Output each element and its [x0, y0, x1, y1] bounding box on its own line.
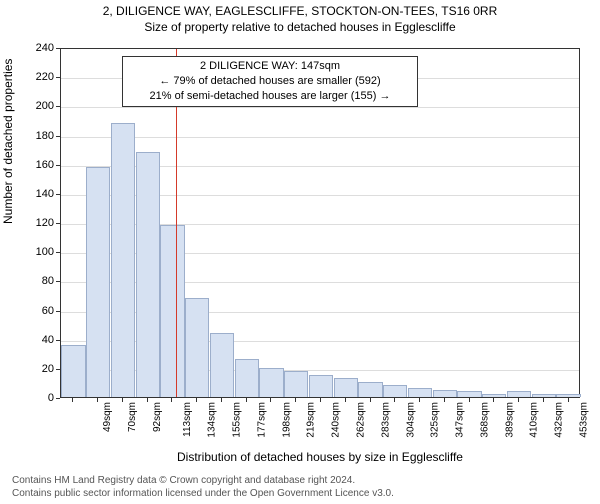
x-tick-label: 198sqm: [281, 402, 292, 438]
x-tick-mark: [469, 398, 470, 402]
x-tick-mark: [246, 398, 247, 402]
y-tick-label: 40: [42, 334, 54, 346]
chart-container: 2, DILIGENCE WAY, EAGLESCLIFFE, STOCKTON…: [0, 4, 600, 504]
histogram-bar: [457, 391, 481, 397]
annotation-line-1: 2 DILIGENCE WAY: 147sqm: [129, 59, 411, 74]
histogram-bar: [235, 359, 259, 397]
histogram-bar: [556, 394, 580, 397]
x-tick-mark: [147, 398, 148, 402]
x-axis-ticks: 49sqm 70sqm 92sqm 113sqm 134sqm 155sqm 177sqm 1…: [60, 398, 580, 458]
x-tick-mark: [543, 398, 544, 402]
histogram-bar: [482, 394, 506, 397]
y-tick-label: 220: [36, 71, 54, 83]
x-tick-label: 432sqm: [554, 402, 565, 438]
histogram-bar: [185, 298, 209, 397]
x-tick-label: 92sqm: [152, 402, 163, 432]
histogram-bar: [309, 375, 333, 397]
histogram-bar: [507, 391, 531, 397]
y-tick-label: 80: [42, 275, 54, 287]
annotation-box: 2 DILIGENCE WAY: 147sqm ← 79% of detache…: [122, 56, 418, 107]
x-tick-label: 134sqm: [207, 402, 218, 438]
y-tick-label: 100: [36, 246, 54, 258]
x-tick-label: 177sqm: [257, 402, 268, 438]
x-tick-mark: [419, 398, 420, 402]
y-tick-label: 180: [36, 130, 54, 142]
x-tick-mark: [444, 398, 445, 402]
x-tick-label: 304sqm: [405, 402, 416, 438]
x-tick-label: 410sqm: [529, 402, 540, 438]
x-tick-label: 70sqm: [127, 402, 138, 432]
x-tick-mark: [394, 398, 395, 402]
x-tick-mark: [171, 398, 172, 402]
histogram-bar: [61, 345, 85, 398]
annotation-line-3: 21% of semi-detached houses are larger (…: [129, 89, 411, 104]
histogram-bar: [111, 123, 135, 397]
histogram-bar: [334, 378, 358, 397]
x-tick-label: 155sqm: [232, 402, 243, 438]
page-subtitle: Size of property relative to detached ho…: [0, 20, 600, 34]
x-tick-label: 325sqm: [430, 402, 441, 438]
footer-attribution: Contains HM Land Registry data © Crown c…: [12, 475, 394, 500]
histogram-bar: [284, 371, 308, 397]
histogram-bar: [383, 385, 407, 397]
histogram-bar: [210, 333, 234, 397]
y-tick-label: 120: [36, 217, 54, 229]
histogram-bar: [259, 368, 283, 397]
x-tick-mark: [493, 398, 494, 402]
x-tick-label: 283sqm: [380, 402, 391, 438]
y-tick-label: 60: [42, 305, 54, 317]
x-tick-mark: [97, 398, 98, 402]
histogram-bar: [358, 382, 382, 397]
histogram-bar: [136, 152, 160, 397]
y-axis-ticks: 020406080100120140160180200220240: [0, 48, 58, 398]
x-tick-mark: [370, 398, 371, 402]
annotation-line-2: ← 79% of detached houses are smaller (59…: [129, 74, 411, 89]
x-tick-mark: [295, 398, 296, 402]
x-tick-label: 368sqm: [479, 402, 490, 438]
x-tick-mark: [518, 398, 519, 402]
y-tick-label: 0: [48, 392, 54, 404]
y-tick-label: 140: [36, 188, 54, 200]
x-tick-label: 219sqm: [306, 402, 317, 438]
x-tick-mark: [72, 398, 73, 402]
x-tick-label: 262sqm: [356, 402, 367, 438]
y-tick-label: 160: [36, 159, 54, 171]
histogram-bar: [408, 388, 432, 397]
x-tick-mark: [345, 398, 346, 402]
x-tick-mark: [320, 398, 321, 402]
x-tick-mark: [270, 398, 271, 402]
x-tick-mark: [221, 398, 222, 402]
y-tick-label: 20: [42, 363, 54, 375]
histogram-bar: [433, 390, 457, 397]
footer-line-1: Contains HM Land Registry data © Crown c…: [12, 475, 394, 488]
histogram-bar: [532, 394, 556, 397]
y-tick-label: 240: [36, 42, 54, 54]
x-tick-label: 389sqm: [504, 402, 515, 438]
x-tick-label: 113sqm: [182, 402, 193, 437]
x-tick-label: 49sqm: [102, 402, 113, 432]
x-tick-mark: [568, 398, 569, 402]
footer-line-2: Contains public sector information licen…: [12, 488, 394, 501]
x-axis-label: Distribution of detached houses by size …: [60, 450, 580, 464]
histogram-bar: [160, 225, 184, 397]
histogram-bar: [86, 167, 110, 397]
x-tick-label: 453sqm: [578, 402, 589, 438]
page-title: 2, DILIGENCE WAY, EAGLESCLIFFE, STOCKTON…: [0, 4, 600, 18]
x-tick-label: 347sqm: [455, 402, 466, 438]
x-tick-label: 240sqm: [331, 402, 342, 438]
x-tick-mark: [196, 398, 197, 402]
x-tick-mark: [122, 398, 123, 402]
y-tick-label: 200: [36, 100, 54, 112]
